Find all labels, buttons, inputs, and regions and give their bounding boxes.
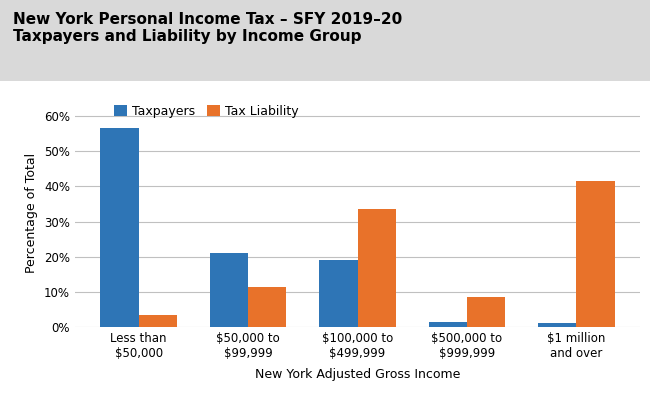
Bar — [577, 181, 614, 327]
Bar — [248, 286, 287, 327]
Bar — [538, 323, 577, 327]
Bar — [428, 322, 467, 327]
Y-axis label: Percentage of Total: Percentage of Total — [25, 153, 38, 273]
Bar — [210, 253, 248, 327]
Bar — [138, 315, 177, 327]
Text: New York Personal Income Tax – SFY 2019–20
Taxpayers and Liability by Income Gro: New York Personal Income Tax – SFY 2019–… — [13, 12, 402, 44]
Bar — [319, 260, 358, 327]
Bar — [467, 297, 505, 327]
Bar — [101, 128, 138, 327]
Bar — [358, 209, 396, 327]
X-axis label: New York Adjusted Gross Income: New York Adjusted Gross Income — [255, 368, 460, 381]
Legend: Taxpayers, Tax Liability: Taxpayers, Tax Liability — [109, 100, 304, 123]
